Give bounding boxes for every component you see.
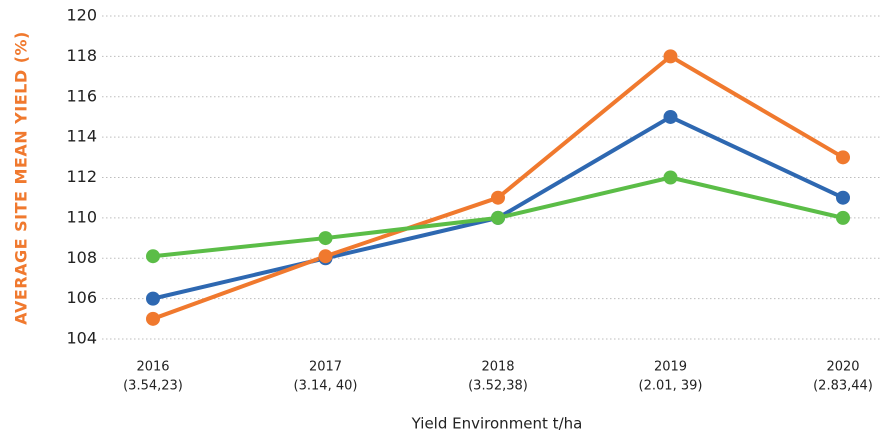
x-axis-label: Yield Environment t/ha — [411, 415, 583, 433]
y-tick-label: 110 — [66, 207, 97, 226]
x-tick-label: 2017 — [309, 360, 342, 375]
data-point — [663, 170, 678, 185]
x-tick-label: 2019 — [654, 360, 687, 375]
x-tick-label: (3.14, 40) — [294, 379, 358, 394]
x-tick-label: (2.83,44) — [813, 379, 873, 394]
data-point — [491, 190, 505, 205]
data-point — [836, 210, 850, 225]
series-line — [152, 54, 845, 321]
y-tick-label: 114 — [66, 127, 97, 146]
y-tick-label: 112 — [66, 167, 97, 186]
data-point — [318, 231, 333, 246]
data-point — [836, 190, 850, 205]
data-point — [663, 109, 678, 124]
data-point — [663, 49, 678, 64]
x-tick-label: (3.54,23) — [123, 379, 183, 394]
y-axis-label: AVERAGE SITE MEAN YIELD (%) — [12, 31, 31, 325]
data-point — [318, 249, 333, 264]
x-tick-label: 2016 — [136, 360, 169, 375]
data-point — [491, 210, 505, 225]
y-tick-label: 120 — [66, 6, 97, 25]
x-tick-label: 2020 — [826, 360, 859, 375]
x-tick-label: 2018 — [481, 360, 514, 375]
data-point — [146, 249, 160, 264]
y-tick-label: 106 — [66, 288, 97, 307]
x-tick-label: (2.01, 39) — [639, 379, 703, 394]
y-tick-label: 108 — [66, 248, 97, 267]
y-tick-label: 116 — [66, 86, 97, 105]
data-point — [146, 291, 160, 306]
data-point — [146, 311, 160, 326]
y-tick-label: 118 — [66, 46, 97, 65]
y-tick-label: 104 — [66, 329, 97, 348]
series-line — [152, 114, 844, 301]
data-point — [836, 150, 850, 165]
x-tick-label: (3.52,38) — [468, 379, 528, 394]
